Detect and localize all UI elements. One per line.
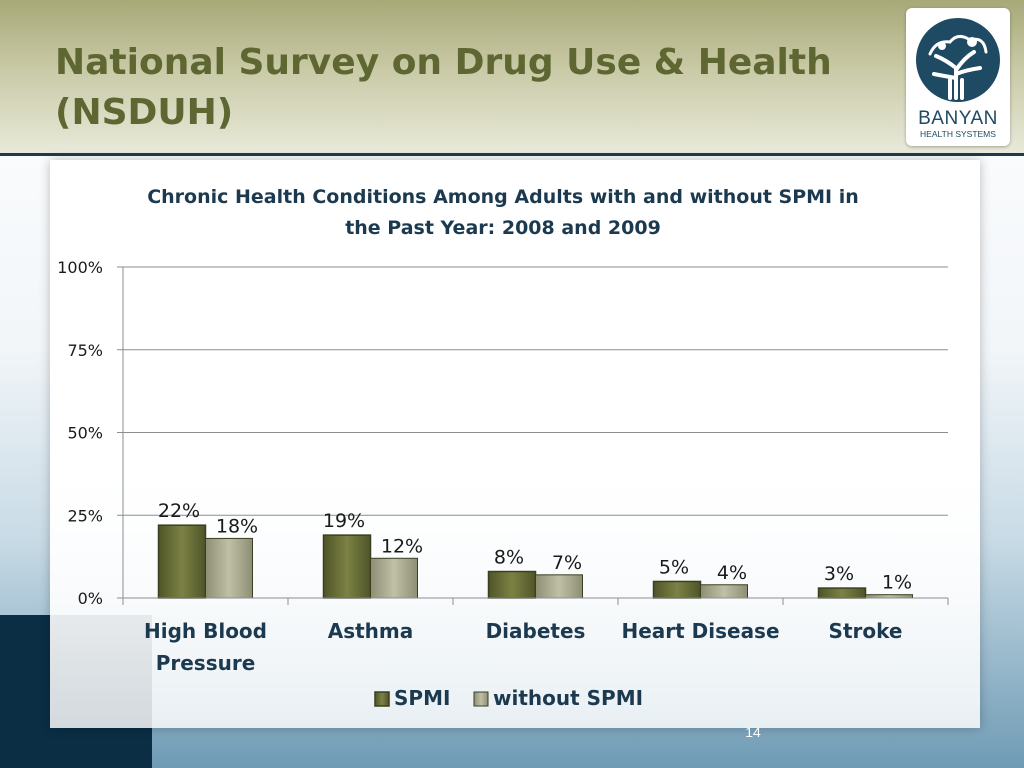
y-tick-label: 100% (57, 258, 103, 277)
data-label: 4% (717, 562, 747, 584)
data-label: 12% (381, 535, 423, 557)
data-label: 8% (494, 547, 524, 569)
bar-without-spmi (700, 584, 748, 599)
data-label: 22% (158, 500, 200, 522)
data-label: 18% (216, 515, 258, 537)
slide-title: National Survey on Drug Use & Health (NS… (55, 42, 832, 133)
logo-name: BANYAN (918, 108, 998, 129)
bar-without-spmi (370, 557, 418, 599)
y-tick-label: 50% (67, 424, 103, 443)
x-category-label: Stroke (829, 619, 903, 643)
x-category-label: Heart Disease (621, 619, 779, 643)
data-label: 1% (882, 572, 912, 594)
slide-header (0, 0, 1024, 155)
bar-without-spmi (535, 574, 583, 599)
legend-label: SPMI (394, 686, 450, 710)
data-label: 7% (552, 552, 582, 574)
x-category-label: Diabetes (486, 619, 586, 643)
bar-spmi (157, 524, 207, 599)
x-category-label: Pressure (156, 651, 256, 675)
data-label: 19% (323, 510, 365, 532)
data-label: 3% (824, 563, 854, 585)
chart-panel: Chronic Health Conditions Among Adults w… (50, 160, 980, 728)
chart-title: Chronic Health Conditions Among Adults w… (147, 186, 859, 208)
bar-spmi (487, 570, 537, 599)
legend-swatch-spmi (374, 691, 390, 707)
bar-spmi (817, 587, 867, 599)
page-number: 14 (745, 724, 761, 740)
legend-swatch-without-spmi (473, 691, 489, 707)
banyan-tree-icon (916, 18, 1000, 102)
logo-subtitle: HEALTH SYSTEMS (920, 129, 996, 139)
bar-spmi (652, 580, 702, 599)
bar-without-spmi (205, 537, 253, 599)
banyan-logo: BANYAN HEALTH SYSTEMS (906, 8, 1010, 146)
bar-spmi (322, 534, 372, 599)
x-category-label: Asthma (328, 619, 414, 643)
data-label: 5% (659, 556, 689, 578)
bar-chart: Chronic Health Conditions Among Adults w… (57, 186, 949, 710)
y-tick-label: 75% (67, 341, 103, 360)
x-category-label: High Blood (144, 619, 267, 643)
legend-label: without SPMI (493, 686, 643, 710)
header-divider (0, 153, 1024, 156)
y-tick-label: 25% (67, 506, 103, 525)
y-tick-label: 0% (78, 589, 103, 608)
chart-title: the Past Year: 2008 and 2009 (345, 217, 661, 239)
